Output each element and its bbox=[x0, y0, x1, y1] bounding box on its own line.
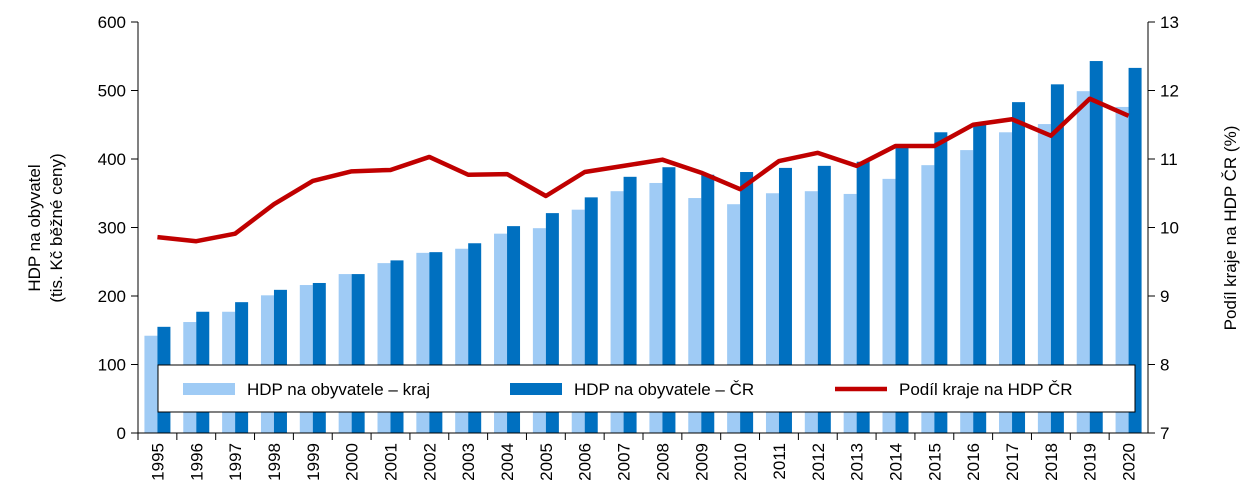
legend-label: HDP na obyvatele – kraj bbox=[247, 380, 430, 399]
bar bbox=[1089, 61, 1103, 434]
legend-swatch bbox=[510, 383, 562, 395]
y-tick-label: 300 bbox=[98, 219, 126, 238]
x-tick-label: 1998 bbox=[265, 443, 284, 481]
y2-axis-label: Podíl kraje na HDP ČR (%) bbox=[1221, 126, 1240, 331]
y-tick-label: 600 bbox=[98, 13, 126, 32]
y-tick-label: 200 bbox=[98, 287, 126, 306]
y-tick-label: 100 bbox=[98, 356, 126, 375]
legend-label: Podíl kraje na HDP ČR bbox=[899, 380, 1073, 399]
y2-tick-label: 8 bbox=[1160, 356, 1169, 375]
bar bbox=[1037, 124, 1051, 433]
x-tick-label: 2008 bbox=[653, 443, 672, 481]
y2-tick-label: 9 bbox=[1160, 287, 1169, 306]
x-tick-label: 1996 bbox=[187, 443, 206, 481]
x-tick-label: 2007 bbox=[615, 443, 634, 481]
bar bbox=[1128, 67, 1142, 434]
x-tick-label: 2005 bbox=[537, 443, 556, 481]
y-axis-label: HDP na obyvatel bbox=[25, 164, 44, 291]
x-tick-label: 2019 bbox=[1081, 443, 1100, 481]
x-tick-label: 2011 bbox=[770, 443, 789, 480]
y2-tick-label: 7 bbox=[1160, 424, 1169, 443]
bar bbox=[973, 124, 987, 433]
bar bbox=[1076, 91, 1090, 433]
x-tick-label: 1999 bbox=[304, 443, 323, 481]
bar bbox=[934, 132, 948, 433]
bar bbox=[1012, 102, 1026, 434]
y-axis-label: (tis. Kč běžné ceny) bbox=[47, 153, 66, 302]
y-tick-label: 0 bbox=[117, 424, 126, 443]
x-tick-label: 2016 bbox=[964, 443, 983, 481]
y2-tick-label: 10 bbox=[1160, 219, 1179, 238]
y-tick-label: 400 bbox=[98, 150, 126, 169]
x-tick-label: 2014 bbox=[887, 443, 906, 481]
bar bbox=[999, 132, 1013, 433]
y2-tick-label: 12 bbox=[1160, 82, 1179, 101]
bar bbox=[1115, 106, 1129, 433]
legend-swatch bbox=[183, 383, 235, 395]
x-tick-label: 1995 bbox=[148, 443, 167, 481]
x-tick-label: 1997 bbox=[226, 443, 245, 481]
legend-label: HDP na obyvatele – ČR bbox=[574, 380, 754, 399]
bar bbox=[1050, 84, 1064, 434]
x-tick-label: 2013 bbox=[848, 443, 867, 481]
x-tick-label: 2010 bbox=[731, 443, 750, 481]
legend bbox=[157, 364, 1136, 413]
x-tick-label: 2017 bbox=[1003, 443, 1022, 481]
bar bbox=[960, 150, 974, 433]
y2-tick-label: 13 bbox=[1160, 13, 1179, 32]
bar bbox=[144, 335, 158, 433]
x-tick-label: 2009 bbox=[692, 443, 711, 481]
x-tick-label: 2004 bbox=[498, 443, 517, 481]
y-tick-label: 500 bbox=[98, 82, 126, 101]
x-tick-label: 2003 bbox=[459, 443, 478, 481]
x-tick-label: 2001 bbox=[382, 443, 401, 481]
x-tick-label: 2015 bbox=[925, 443, 944, 481]
x-tick-label: 2020 bbox=[1120, 443, 1139, 481]
x-tick-label: 2018 bbox=[1042, 443, 1061, 481]
x-tick-label: 2012 bbox=[809, 443, 828, 481]
x-tick-label: 2002 bbox=[420, 443, 439, 481]
x-tick-label: 2000 bbox=[343, 443, 362, 481]
bar bbox=[895, 145, 909, 434]
x-tick-label: 2006 bbox=[576, 443, 595, 481]
y2-tick-label: 11 bbox=[1160, 150, 1178, 169]
line bbox=[157, 96, 1130, 244]
